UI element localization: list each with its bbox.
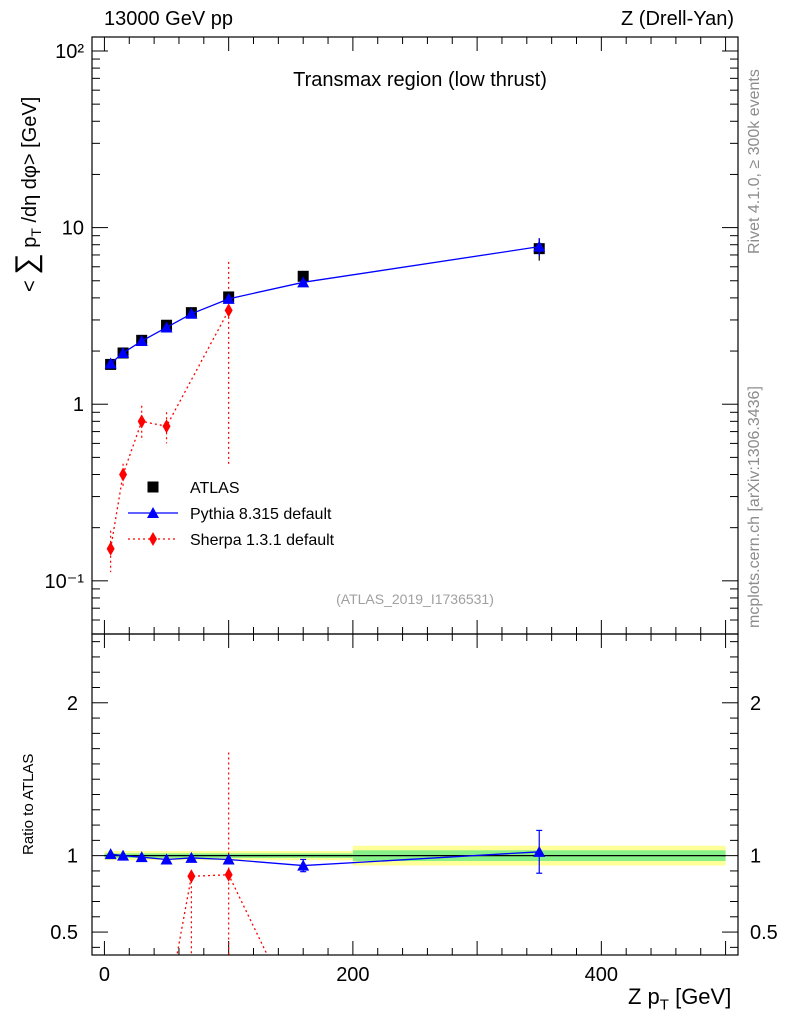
pythia-ratio-point <box>222 853 235 865</box>
ratio-frame <box>91 633 739 956</box>
x-tick-label: 0 <box>99 964 110 986</box>
legend-label-sherpa: Sherpa 1.3.1 default <box>190 532 335 549</box>
y-axis-label-main: < ∑ pT /dη dφ> [GeV] <box>10 96 44 292</box>
atlas-point <box>297 270 309 282</box>
header-left: 13000 GeV pp <box>104 8 233 30</box>
x-tick-label: 200 <box>336 964 369 986</box>
sherpa-ratio-line <box>176 874 269 955</box>
pythia-ratio-point <box>185 851 198 863</box>
y-tick-label-ratio-right: 2 <box>750 693 761 715</box>
legend-marker-sherpa <box>149 532 157 546</box>
main-frame <box>91 36 739 635</box>
legend-marker-pythia <box>147 507 159 518</box>
pythia-point <box>222 292 235 304</box>
legend-label-pythia: Pythia 8.315 default <box>190 506 332 523</box>
pythia-ratio-point <box>297 859 310 871</box>
pythia-point <box>117 346 130 358</box>
pythia-ratio-point <box>117 849 130 861</box>
y-tick-label-main: 10 <box>62 218 84 240</box>
pythia-point <box>533 240 546 252</box>
ratio-series-group <box>104 752 546 955</box>
pythia-point <box>297 276 310 288</box>
pythia-ratio-point <box>160 853 173 865</box>
sherpa-ratio-point <box>224 867 233 882</box>
x-axis-label: Z pT [GeV] <box>628 984 732 1014</box>
rivet-label: Rivet 4.1.0, ≥ 300k events <box>746 69 763 254</box>
pythia-ratio-point <box>533 845 546 857</box>
sherpa-point <box>119 467 128 482</box>
pythia-point <box>185 307 198 319</box>
mcplots-label: mcplots.cern.ch [arXiv:1306.3436] <box>746 386 763 628</box>
y-tick-label-ratio-left: 2 <box>67 693 78 715</box>
y-tick-label-main: 1 <box>73 394 84 416</box>
chart-title: Transmax region (low thrust) <box>293 69 547 91</box>
pythia-point <box>104 357 117 369</box>
legend-marker-atlas <box>147 481 159 493</box>
y-tick-label-main: 10⁻¹ <box>45 571 85 593</box>
pythia-ratio-point <box>135 851 148 863</box>
pythia-ratio-point <box>104 848 117 860</box>
main-series-group <box>104 238 546 573</box>
y-axis-label-ratio: Ratio to ATLAS <box>20 753 37 855</box>
sherpa-point <box>137 414 146 429</box>
y-tick-label-ratio-right: 1 <box>750 846 761 868</box>
watermark: (ATLAS_2019_I1736531) <box>336 591 494 607</box>
sherpa-point <box>162 419 171 434</box>
y-tick-label-ratio-left: 0.5 <box>50 922 78 944</box>
pythia-point <box>135 334 148 346</box>
x-tick-label: 400 <box>585 964 618 986</box>
y-tick-label-ratio-left: 1 <box>67 846 78 868</box>
sherpa-ratio-point <box>187 869 196 884</box>
header-right: Z (Drell-Yan) <box>621 8 734 30</box>
pythia-point <box>160 321 173 333</box>
sherpa-point <box>224 303 233 318</box>
pythia-line <box>110 246 540 365</box>
sherpa-point <box>106 541 115 556</box>
y-tick-label-main: 10² <box>55 41 84 63</box>
y-tick-label-ratio-right: 0.5 <box>750 922 778 944</box>
legend-label-atlas: ATLAS <box>190 480 240 497</box>
